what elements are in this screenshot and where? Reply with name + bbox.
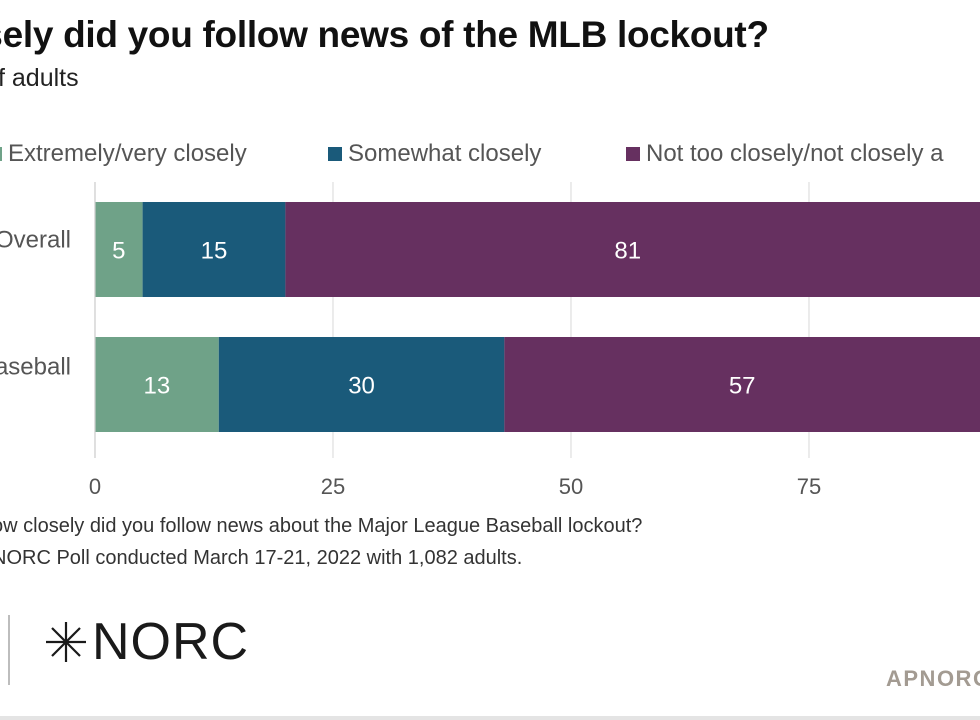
norc-logo: NORC [44, 612, 249, 672]
x-tick-label: 0 [89, 474, 101, 499]
legend-label: Somewhat closely [348, 140, 542, 167]
star-icon [46, 622, 86, 662]
question-note: ow closely did you follow news about the… [0, 515, 643, 537]
legend-label: Extremely/very closely [8, 140, 247, 167]
bottom-border [0, 716, 980, 720]
category-label: aseball [0, 354, 71, 381]
x-tick-label: 75 [797, 474, 821, 499]
legend-item-not-too: Not too closely/not closely a [626, 140, 943, 168]
x-tick-label: 25 [321, 474, 345, 499]
legend-swatch [328, 147, 342, 161]
divider [8, 615, 10, 685]
data-label: 81 [614, 238, 641, 265]
data-label: 57 [729, 373, 756, 400]
legend-item-extremely: Extremely/very closely [0, 140, 247, 168]
legend-label: Not too closely/not closely a [646, 140, 944, 167]
data-label: 13 [144, 373, 171, 400]
data-label: 5 [112, 238, 125, 265]
bar-segment [218, 337, 505, 432]
bar-segment [504, 337, 980, 432]
x-tick-label: 50 [559, 474, 583, 499]
legend: Extremely/very closely Somewhat closely … [0, 140, 980, 174]
brand-label: APNORC [886, 666, 980, 691]
bar-segment [142, 202, 286, 297]
chart-subtitle: f adults [0, 64, 79, 92]
data-label: 15 [201, 238, 228, 265]
bar-segment [95, 202, 143, 297]
bar-segment [95, 337, 219, 432]
chart-title: osely did you follow news of the MLB loc… [0, 14, 769, 55]
bar-segment [285, 202, 980, 297]
stacked-bar-chart: 5 15 81 Overall 13 30 57 aseball 0 25 50 75 [0, 182, 980, 499]
logo-text: NORC [92, 613, 250, 671]
legend-swatch [626, 147, 640, 161]
legend-swatch [0, 147, 2, 161]
legend-item-somewhat: Somewhat closely [328, 140, 541, 168]
data-label: 30 [348, 373, 375, 400]
source-note: NORC Poll conducted March 17-21, 2022 wi… [0, 547, 523, 569]
category-label: Overall [0, 227, 71, 254]
